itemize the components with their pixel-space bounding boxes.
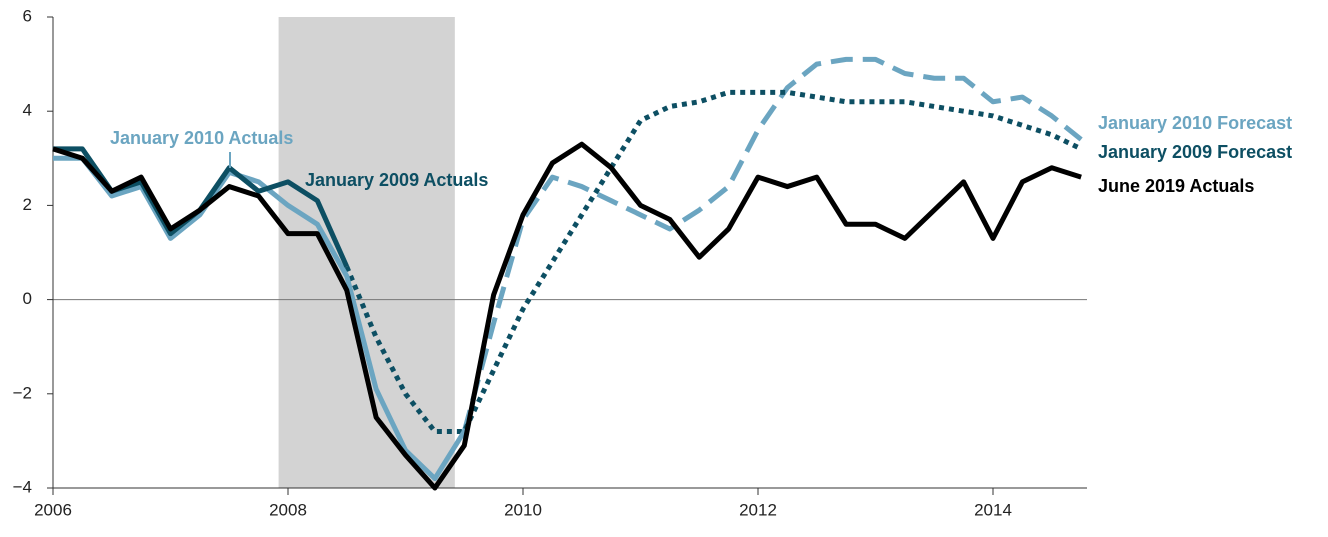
series-label: June 2019 Actuals xyxy=(1098,176,1254,196)
y-tick-label: 4 xyxy=(23,101,32,120)
x-tick-label: 2012 xyxy=(739,500,777,519)
y-tick-label: 6 xyxy=(23,6,32,25)
series-line xyxy=(53,155,467,482)
series-line xyxy=(461,56,1083,433)
series-label: January 2010 Forecast xyxy=(1098,113,1292,133)
series-label: January 2009 Forecast xyxy=(1098,142,1292,162)
y-tick-label: 0 xyxy=(23,289,32,308)
series-label: January 2009 Actuals xyxy=(305,170,488,190)
y-tick-label: 2 xyxy=(23,195,32,214)
x-tick-label: 2006 xyxy=(34,500,72,519)
series-line xyxy=(344,89,1083,434)
y-tick-label: −2 xyxy=(13,383,32,402)
series-label: January 2010 Actuals xyxy=(110,128,293,148)
y-tick-label: −4 xyxy=(13,477,32,496)
series-line xyxy=(52,141,1082,491)
x-tick-label: 2010 xyxy=(504,500,542,519)
x-tick-label: 2008 xyxy=(269,500,307,519)
recession-shading xyxy=(278,17,455,488)
x-tick-label: 2014 xyxy=(974,500,1012,519)
